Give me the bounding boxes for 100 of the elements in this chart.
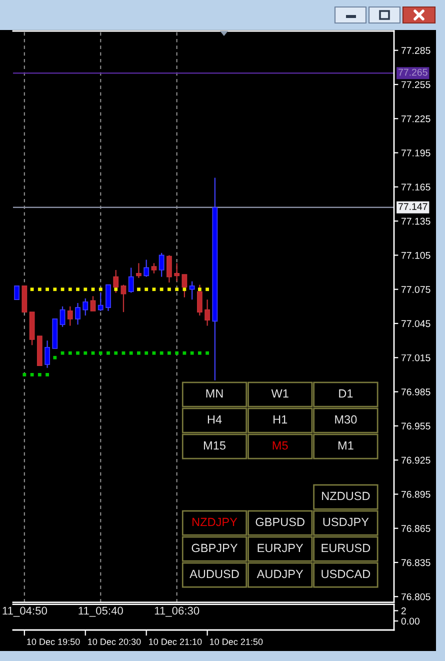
annotation: NZDJPY (192, 518, 238, 526)
candlestick (151, 262, 157, 274)
point (129, 351, 133, 355)
y-tick-label: 0.00 (401, 618, 420, 625)
point (46, 372, 49, 376)
y-tick-label: 77.135 (401, 218, 430, 225)
y-tick-label: 77.165 (401, 184, 430, 191)
ref-line-label: 77.265 (398, 68, 428, 76)
annotation: D1 (339, 389, 353, 398)
point (168, 288, 171, 292)
annotation: AUDJPY (256, 570, 304, 578)
candlestick (136, 262, 142, 279)
point (76, 351, 80, 355)
point (152, 351, 156, 355)
candlestick (14, 286, 20, 300)
point (198, 288, 202, 292)
annotation: USDJPY (323, 518, 369, 526)
candlestick (166, 254, 172, 284)
x-tick-label: 10 Dec 21:50 (210, 638, 263, 645)
point (144, 288, 148, 292)
y-tick-label: 76.865 (401, 525, 430, 532)
x-tick-label: 11_04:50 (2, 606, 48, 617)
y-tick-label: 77.105 (401, 252, 430, 259)
candlestick (98, 292, 104, 312)
y-tick-label: 76.895 (401, 490, 430, 498)
y-tick-label: 77.015 (401, 354, 430, 362)
point (53, 356, 57, 360)
annotation: USDCAD (322, 570, 370, 578)
annotation: M15 (204, 441, 226, 450)
y-tick-label: 76.955 (401, 422, 430, 430)
point (114, 351, 118, 355)
point (84, 351, 88, 355)
point (84, 288, 88, 292)
y-tick-label: 76.925 (401, 456, 430, 464)
point (60, 351, 64, 355)
annotation: M30 (335, 415, 357, 424)
point (168, 351, 171, 355)
annotation: M5 (272, 441, 288, 450)
point (160, 288, 164, 292)
point (190, 351, 194, 355)
point (106, 351, 110, 355)
point (114, 288, 118, 292)
candlestick (106, 284, 111, 312)
point (175, 351, 179, 355)
point (68, 351, 72, 355)
candlestick (67, 306, 73, 326)
candlestick (158, 252, 164, 278)
x-tick-label: 10 Dec 21:10 (149, 638, 202, 645)
x-tick-label: 11_06:30 (154, 606, 200, 617)
point (46, 288, 49, 292)
candlestick (128, 267, 134, 294)
ref-line-label: 77.147 (398, 203, 428, 210)
point (182, 351, 186, 355)
point (206, 288, 210, 292)
candlestick (113, 269, 119, 294)
point (38, 372, 42, 376)
point (30, 288, 34, 292)
y-tick-label: 77.195 (401, 150, 430, 156)
annotation: W1 (271, 389, 288, 398)
x-tick-label: 11_05:40 (78, 606, 123, 617)
annotation: H4 (208, 415, 222, 424)
point (137, 288, 140, 292)
candlestick (120, 284, 126, 313)
annotation: GBPJPY (192, 544, 238, 552)
point (152, 288, 156, 292)
candlestick (196, 284, 202, 316)
annotation: NZDUSD (322, 492, 370, 500)
point (175, 288, 179, 292)
point (76, 288, 80, 292)
candlestick (204, 299, 210, 326)
point (60, 288, 64, 292)
point (30, 372, 34, 376)
y-tick-label: 77.225 (401, 115, 430, 122)
candlestick (90, 296, 96, 312)
annotation: MN (206, 389, 223, 398)
y-tick-label: 77.075 (401, 286, 430, 293)
point (144, 351, 148, 355)
candlestick (189, 280, 195, 300)
annotation: EURUSD (322, 544, 370, 552)
annotation: AUDUSD (190, 570, 239, 578)
annotation: GBPUSD (256, 518, 304, 526)
point (38, 288, 42, 292)
point (98, 351, 102, 355)
point (206, 351, 210, 355)
candlestick (174, 262, 180, 282)
y-tick-label: 76.985 (401, 388, 430, 396)
annotation: M1 (338, 441, 354, 450)
x-tick-label: 10 Dec 20:30 (88, 638, 141, 645)
candlestick (182, 274, 188, 298)
y-tick-label: 76.835 (401, 559, 430, 566)
annotation: EURJPY (258, 544, 304, 552)
point (198, 351, 202, 355)
candlestick (82, 298, 88, 316)
y-tick-label: 2 (401, 607, 406, 614)
y-tick-label: 77.255 (401, 81, 430, 88)
point (137, 351, 140, 355)
point (91, 351, 95, 355)
candlestick (44, 340, 50, 368)
candlestick (144, 259, 150, 278)
point (22, 372, 26, 376)
